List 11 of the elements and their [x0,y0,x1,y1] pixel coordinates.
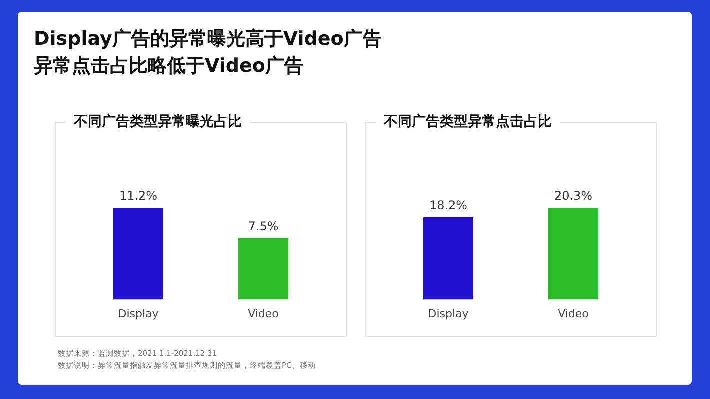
data-label: 18.2% [429,198,468,213]
data-label: 7.5% [248,219,279,234]
chart-title: 不同广告类型异常点击占比 [376,113,560,131]
data-label: 11.2% [119,189,158,204]
chart-title: 不同广告类型异常曝光占比 [66,113,250,131]
x-tick-label: Video [248,307,280,320]
x-tick-label: Display [428,307,470,320]
x-tick-label: Video [558,307,590,320]
data-label: 20.3% [554,189,593,204]
x-tick-label: Display [118,307,160,320]
text: Display广告的异常曝光高于Video广告异常点击占比略低于Video广告 [34,27,383,79]
